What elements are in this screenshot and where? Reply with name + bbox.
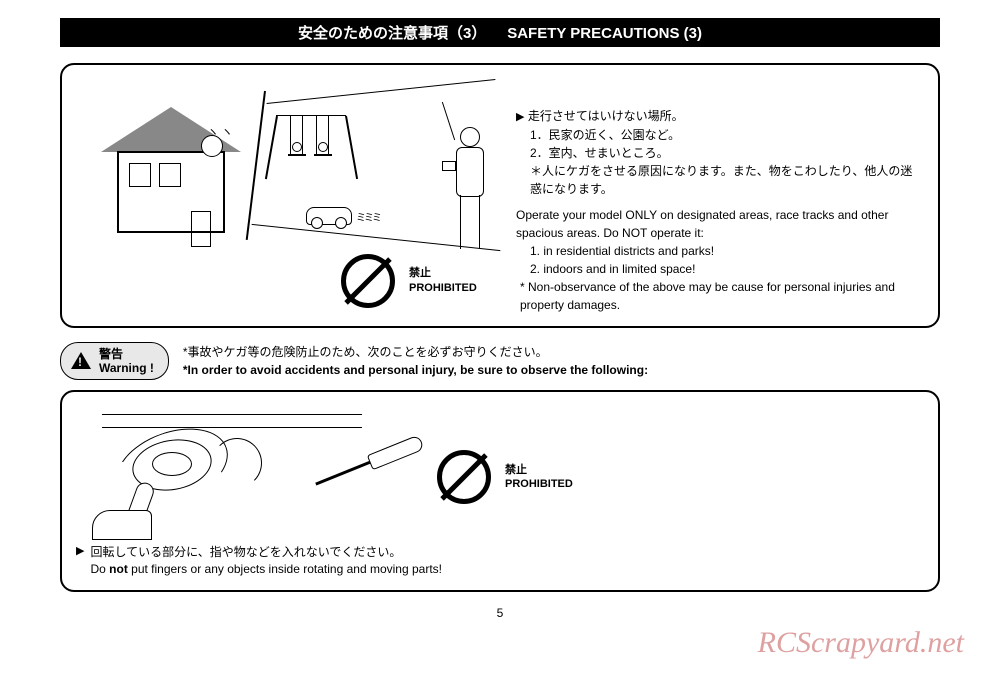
house-icon: ヽヽ	[101, 107, 241, 247]
warning-triangle-icon	[71, 352, 91, 369]
rc-car-icon	[306, 207, 352, 225]
watermark: RCScrapyard.net	[758, 626, 964, 660]
road-line	[246, 91, 266, 240]
p2-caption-jp: 回転している部分に、指や物などを入れないでください。	[90, 544, 442, 561]
p1-en-item2: 2. indoors and in limited space!	[516, 260, 924, 278]
prohibited-badge: 禁止 PROHIBITED	[341, 254, 477, 308]
page-number: 5	[30, 606, 970, 620]
operator-icon	[446, 119, 496, 259]
p1-en-item1: 1. in residential districts and parks!	[516, 242, 924, 260]
section-title-bar: 安全のための注意事項（3） SAFETY PRECAUTIONS (3)	[60, 18, 940, 47]
illustration-bottom	[102, 408, 402, 538]
prohibited-icon	[437, 450, 491, 504]
warning-text-en: *In order to avoid accidents and persona…	[183, 361, 648, 379]
illustration-top: ヽヽ ミミミ 禁止 PROHIBITED	[76, 77, 496, 314]
warning-badge: 警告 Warning !	[60, 342, 169, 381]
motion-arc-icon	[212, 438, 262, 488]
swing-icon	[276, 115, 346, 179]
prohibited-icon	[341, 254, 395, 308]
p1-en-line1: Operate your model ONLY on designated ar…	[516, 206, 924, 242]
p1-jp-item2: 2．室内、せまいところ。	[516, 144, 924, 162]
dust-icon: ミミミ	[356, 209, 380, 224]
screwdriver-icon	[311, 427, 434, 500]
prohibited-label-en: PROHIBITED	[409, 281, 477, 295]
prohibited-label-jp: 禁止	[409, 266, 477, 280]
p1-jp-line1: 走行させてはいけない場所。	[528, 109, 684, 123]
panel1-text: ▶ 走行させてはいけない場所。 1．民家の近く、公園など。 2．室内、せまいとこ…	[496, 77, 924, 314]
p2-caption-en: Do not put fingers or any objects inside…	[90, 561, 442, 578]
panel-rotating-parts: 禁止 PROHIBITED ▶ 回転している部分に、指や物などを入れないでくださ…	[60, 390, 940, 592]
warning-text-jp: *事故やケガ等の危険防止のため、次のことを必ずお守りください。	[183, 343, 648, 361]
panel-operating-area: ヽヽ ミミミ 禁止 PROHIBITED	[60, 63, 940, 328]
warning-text: *事故やケガ等の危険防止のため、次のことを必ずお守りください。 *In orde…	[183, 343, 648, 379]
warning-badge-jp: 警告	[99, 347, 154, 361]
warning-badge-en: Warning !	[99, 361, 154, 375]
p1-en-note: * Non-observance of the above may be cau…	[516, 278, 924, 314]
title-jp: 安全のための注意事項（3）	[298, 25, 486, 42]
title-en: SAFETY PRECAUTIONS (3)	[507, 25, 702, 42]
chassis-icon	[102, 414, 362, 428]
prohibited-label-jp: 禁止	[505, 463, 573, 477]
prohibited-badge: 禁止 PROHIBITED	[437, 450, 573, 504]
angry-person-icon: ヽヽ	[193, 129, 237, 179]
panel2-caption: ▶ 回転している部分に、指や物などを入れないでください。 Do not put …	[76, 544, 924, 578]
prohibited-label-en: PROHIBITED	[505, 477, 573, 491]
finger-icon	[92, 482, 172, 542]
p1-jp-note: ＊人にケガをさせる原因になります。また、物をこわしたり、他人の迷惑になります。	[516, 162, 924, 198]
p1-jp-item1: 1．民家の近く、公園など。	[516, 126, 924, 144]
warning-row: 警告 Warning ! *事故やケガ等の危険防止のため、次のことを必ずお守りく…	[60, 342, 940, 381]
road-line	[267, 79, 496, 104]
